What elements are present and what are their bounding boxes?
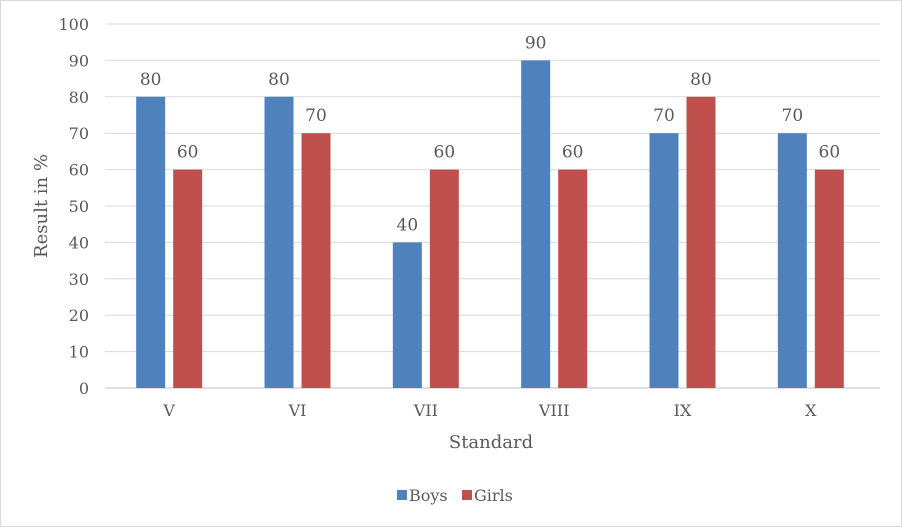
bar-girls xyxy=(429,169,459,388)
x-tick-label: VI xyxy=(288,401,307,420)
bar-girls xyxy=(558,169,588,388)
legend: Boys Girls xyxy=(397,486,513,505)
bar-boys xyxy=(649,133,679,388)
y-tick-label: 80 xyxy=(69,88,89,107)
y-tick-label: 0 xyxy=(79,379,89,398)
data-label: 70 xyxy=(653,106,675,126)
legend-swatch-girls xyxy=(462,490,472,500)
bar-girls xyxy=(301,133,331,388)
data-label: 90 xyxy=(525,33,547,53)
y-tick-label: 20 xyxy=(69,306,89,325)
y-tick-label: 40 xyxy=(69,233,89,252)
y-tick-label: 50 xyxy=(69,197,89,216)
bar-girls xyxy=(686,96,716,389)
x-tick-label: VII xyxy=(413,401,438,420)
y-tick-label: 10 xyxy=(69,343,89,362)
bar-boys xyxy=(392,242,422,388)
x-tick-label: V xyxy=(162,401,175,420)
y-axis-ticks: 0 10 20 30 40 50 60 70 80 90 100 xyxy=(58,15,89,398)
bars xyxy=(136,60,844,389)
data-label: 80 xyxy=(140,70,162,90)
x-axis-label: Standard xyxy=(449,432,533,453)
gridlines xyxy=(105,23,880,389)
data-label: 60 xyxy=(562,143,584,163)
legend-label-boys: Boys xyxy=(409,486,448,505)
data-label: 70 xyxy=(305,106,327,126)
bar-boys xyxy=(264,96,294,389)
x-tick-label: IX xyxy=(674,401,692,420)
bar-girls xyxy=(173,169,203,388)
bar-boys xyxy=(136,96,166,389)
data-label: 60 xyxy=(819,143,841,163)
data-label: 80 xyxy=(690,70,712,90)
x-tick-label: X xyxy=(805,401,817,420)
data-label: 70 xyxy=(782,106,804,126)
data-label: 60 xyxy=(434,143,456,163)
data-label: 60 xyxy=(177,143,199,163)
y-tick-label: 60 xyxy=(69,161,89,180)
legend-label-girls: Girls xyxy=(474,486,513,505)
data-label: 80 xyxy=(268,70,290,90)
bar-boys xyxy=(777,133,807,388)
data-label: 40 xyxy=(397,215,419,235)
y-tick-label: 70 xyxy=(69,124,89,143)
x-tick-label: VIII xyxy=(538,401,570,420)
y-tick-label: 100 xyxy=(58,15,89,34)
bar-girls xyxy=(814,169,844,388)
legend-swatch-boys xyxy=(397,490,407,500)
x-axis-ticks: V VI VII VIII IX X xyxy=(162,401,817,420)
data-labels: 80 60 80 70 40 60 90 60 70 80 70 60 xyxy=(140,33,840,235)
y-tick-label: 30 xyxy=(69,270,89,289)
y-tick-label: 90 xyxy=(69,51,89,70)
y-axis-label: Result in % xyxy=(31,154,52,258)
bar-boys xyxy=(521,60,551,389)
